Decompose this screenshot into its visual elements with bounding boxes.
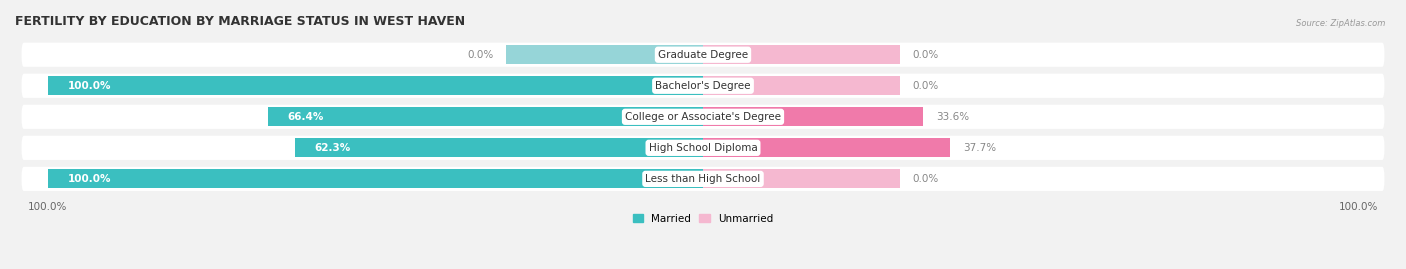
Text: 66.4%: 66.4% <box>288 112 323 122</box>
Bar <box>295 138 703 157</box>
FancyBboxPatch shape <box>21 74 1385 98</box>
Text: College or Associate's Degree: College or Associate's Degree <box>626 112 780 122</box>
Legend: Married, Unmarried: Married, Unmarried <box>628 210 778 228</box>
Bar <box>48 76 703 95</box>
Bar <box>703 107 924 126</box>
Text: Source: ZipAtlas.com: Source: ZipAtlas.com <box>1295 19 1385 28</box>
FancyBboxPatch shape <box>21 43 1385 67</box>
Text: 37.7%: 37.7% <box>963 143 997 153</box>
Text: 0.0%: 0.0% <box>912 174 939 184</box>
Bar <box>703 138 950 157</box>
FancyBboxPatch shape <box>21 167 1385 191</box>
Bar <box>269 107 703 126</box>
Bar <box>703 169 900 189</box>
Text: Graduate Degree: Graduate Degree <box>658 50 748 60</box>
Text: 100.0%: 100.0% <box>67 174 111 184</box>
Text: 33.6%: 33.6% <box>936 112 969 122</box>
Text: 0.0%: 0.0% <box>467 50 494 60</box>
Text: 0.0%: 0.0% <box>912 81 939 91</box>
Text: High School Diploma: High School Diploma <box>648 143 758 153</box>
Text: 0.0%: 0.0% <box>912 50 939 60</box>
Bar <box>703 76 900 95</box>
Text: Bachelor's Degree: Bachelor's Degree <box>655 81 751 91</box>
FancyBboxPatch shape <box>21 105 1385 129</box>
Bar <box>48 169 703 189</box>
FancyBboxPatch shape <box>21 136 1385 160</box>
Text: Less than High School: Less than High School <box>645 174 761 184</box>
Text: FERTILITY BY EDUCATION BY MARRIAGE STATUS IN WEST HAVEN: FERTILITY BY EDUCATION BY MARRIAGE STATU… <box>15 15 465 28</box>
Text: 62.3%: 62.3% <box>315 143 350 153</box>
Text: 100.0%: 100.0% <box>67 81 111 91</box>
Bar <box>703 45 900 64</box>
Bar <box>506 45 703 64</box>
